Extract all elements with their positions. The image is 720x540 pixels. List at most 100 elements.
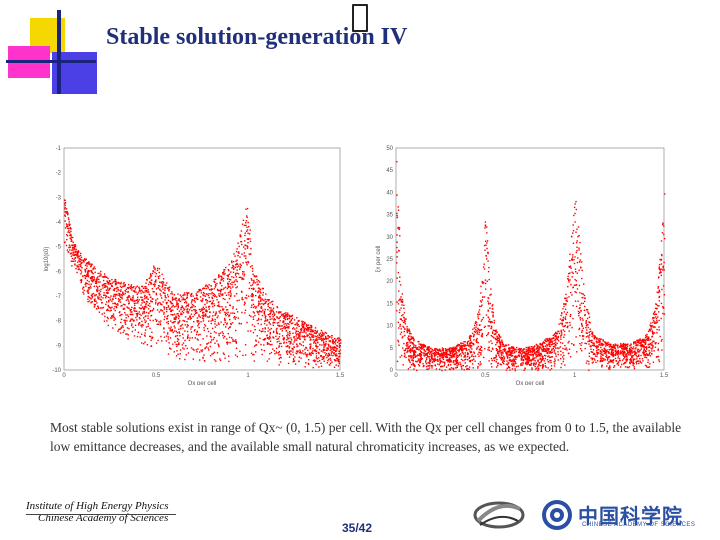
scatter-point [199, 333, 201, 336]
scatter-point [469, 337, 471, 339]
scatter-point [469, 347, 472, 349]
scatter-point [527, 361, 529, 363]
scatter-point [431, 361, 433, 364]
scatter-point [330, 352, 332, 354]
scatter-point [158, 268, 161, 270]
scatter-point [143, 317, 145, 319]
scatter-point [648, 339, 650, 341]
scatter-point [196, 351, 198, 353]
scatter-point [398, 327, 400, 329]
scatter-point [224, 272, 226, 275]
scatter-point [609, 360, 612, 362]
scatter-point [508, 351, 510, 354]
scatter-point [653, 311, 656, 314]
scatter-point [403, 321, 405, 324]
scatter-point [222, 334, 224, 337]
scatter-point [170, 329, 172, 332]
scatter-point [91, 263, 93, 266]
scatter-point [554, 345, 556, 347]
scatter-point [252, 303, 255, 306]
scatter-point [579, 342, 581, 345]
scatter-point [278, 350, 280, 353]
scatter-point [132, 326, 134, 328]
scatter-point [502, 360, 504, 362]
scatter-point [399, 235, 401, 237]
scatter-point [496, 331, 498, 333]
scatter-point [557, 351, 559, 353]
scatter-point [301, 325, 304, 328]
scatter-point [625, 348, 628, 350]
scatter-point [184, 308, 186, 310]
scatter-point [477, 327, 479, 330]
scatter-point [486, 240, 489, 242]
scatter-point [288, 337, 290, 339]
scatter-point [119, 314, 121, 317]
scatter-point [147, 291, 149, 293]
scatter-point [569, 265, 572, 267]
scatter-point [272, 322, 274, 324]
scatter-point [290, 320, 292, 322]
scatter-point [320, 350, 322, 352]
scatter-point [214, 326, 217, 328]
scatter-point [614, 350, 616, 352]
scatter-point [74, 245, 77, 248]
scatter-point [408, 332, 411, 335]
scatter-point [245, 257, 247, 260]
scatter-point [658, 295, 661, 298]
scatter-point [106, 292, 108, 294]
scatter-point [329, 335, 331, 338]
scatter-point [520, 355, 523, 357]
scatter-point [608, 349, 610, 351]
scatter-point [153, 283, 156, 286]
scatter-point [261, 299, 264, 301]
scatter-point [586, 329, 588, 331]
scatter-point [267, 309, 269, 311]
scatter-point [324, 352, 326, 354]
scatter-point [571, 294, 573, 296]
scatter-point [259, 337, 261, 339]
scatter-point [176, 300, 178, 302]
scatter-point [423, 344, 425, 346]
scatter-point [453, 356, 455, 358]
scatter-point [480, 305, 482, 307]
scatter-point [290, 315, 293, 317]
scatter-point [129, 309, 131, 311]
scatter-point [635, 342, 637, 344]
scatter-point [660, 302, 663, 305]
scatter-point [571, 271, 573, 273]
scatter-point [182, 342, 185, 344]
scatter-point [626, 359, 628, 361]
scatter-point [269, 329, 271, 331]
scatter-point [88, 300, 91, 302]
scatter-point [247, 261, 250, 264]
scatter-point [485, 282, 487, 285]
scatter-point [120, 294, 123, 296]
scatter-point [662, 265, 664, 268]
scatter-point [93, 278, 96, 280]
scatter-point [656, 291, 658, 293]
scatter-point [554, 339, 556, 341]
scatter-point [435, 351, 438, 353]
scatter-point [659, 258, 661, 261]
scatter-point [210, 293, 212, 295]
scatter-point [404, 354, 406, 356]
scatter-point [118, 328, 120, 331]
scatter-point [283, 317, 285, 319]
scatter-point [507, 362, 509, 365]
scatter-point [188, 292, 190, 294]
scatter-point [87, 292, 89, 294]
scatter-point [625, 346, 627, 349]
scatter-point [186, 297, 188, 299]
scatter-point [431, 358, 433, 360]
scatter-point [245, 222, 247, 224]
scatter-point [582, 335, 584, 337]
scatter-point [252, 306, 255, 309]
scatter-point [647, 354, 650, 356]
scatter-point [652, 316, 654, 319]
scatter-point [145, 297, 147, 299]
scatter-point [339, 349, 341, 351]
scatter-point [181, 306, 183, 308]
scatter-point [255, 344, 257, 346]
scatter-point [658, 264, 661, 266]
scatter-point [286, 350, 289, 352]
